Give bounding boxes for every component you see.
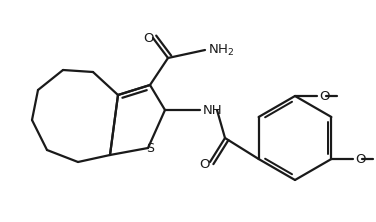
Text: O: O (319, 89, 329, 103)
Text: O: O (143, 32, 153, 44)
Text: O: O (200, 157, 210, 170)
Text: NH: NH (203, 103, 223, 117)
Text: O: O (355, 153, 366, 165)
Text: S: S (146, 141, 154, 155)
Text: NH$_2$: NH$_2$ (208, 42, 234, 57)
